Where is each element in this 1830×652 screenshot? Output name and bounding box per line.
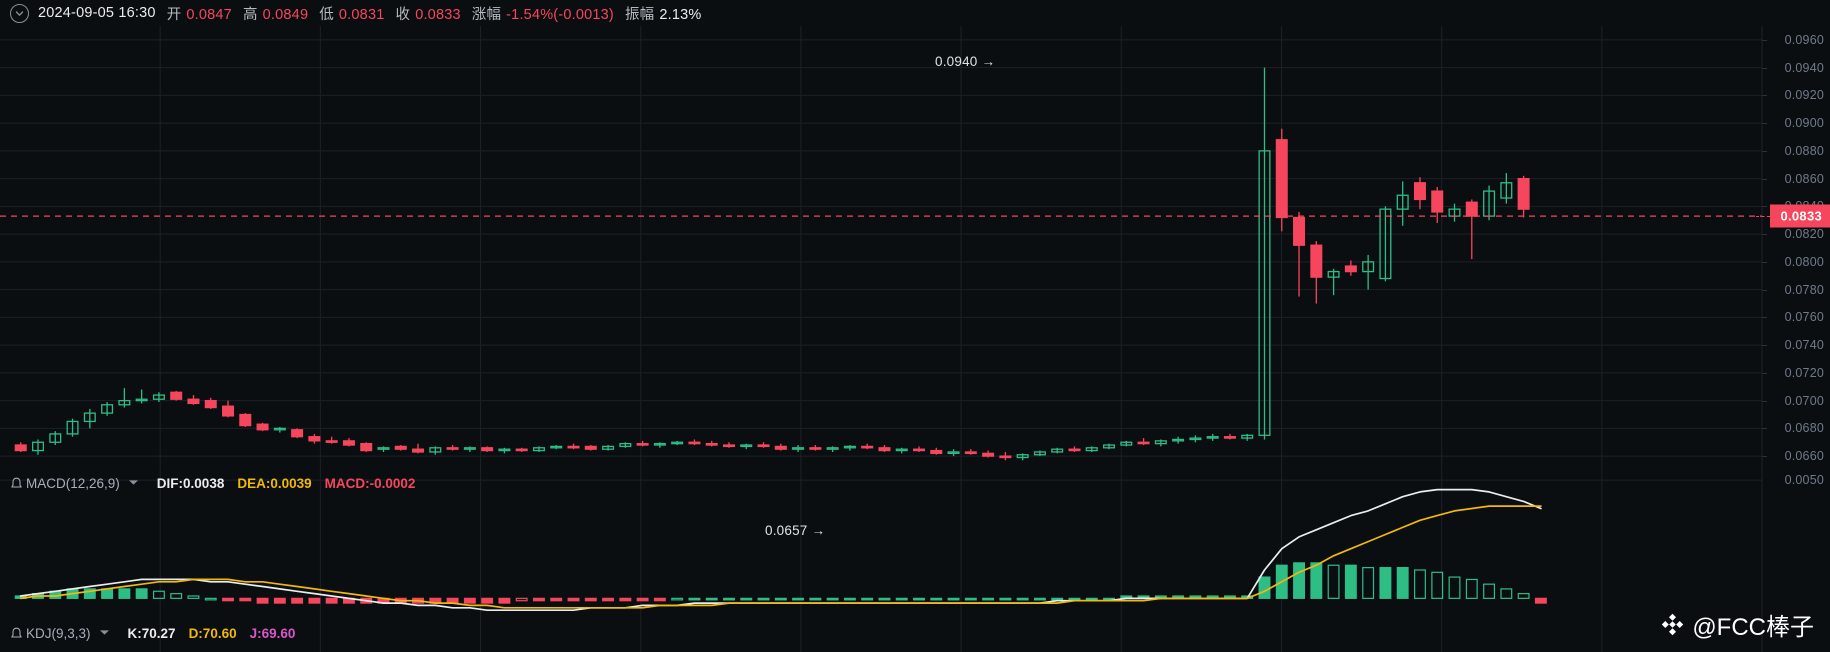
- kdj-indicator-legend[interactable]: KDJ(9,3,3) K:70.27 D:70.60 J:69.60: [10, 626, 308, 641]
- macd-dif-value: DIF:0.0038: [156, 476, 225, 491]
- price-axis-tick: [1762, 95, 1767, 97]
- price-axis-tick: [1762, 345, 1767, 347]
- watermark-text: @FCC棒子: [1692, 614, 1814, 641]
- low-price-annotation: 0.0657 →: [765, 523, 826, 538]
- chevron-down-icon[interactable]: [99, 629, 110, 638]
- macd-hist-value: MACD:-0.0002: [324, 476, 416, 491]
- price-axis-tick: [1762, 150, 1767, 152]
- high-price-annotation: 0.0940 →: [935, 54, 996, 69]
- bell-icon[interactable]: [10, 627, 23, 641]
- ohlc-close: 收 0.0833: [395, 3, 460, 24]
- bell-icon[interactable]: [10, 477, 23, 491]
- price-axis-tick: [1762, 261, 1767, 263]
- price-axis-tick: [1762, 372, 1767, 374]
- candlestick-plot: [0, 26, 1763, 470]
- price-axis-label: 0.0780: [1784, 282, 1824, 297]
- open-label: 开: [166, 6, 182, 23]
- macd-plot: [0, 470, 1763, 622]
- price-axis-label: 0.0680: [1784, 421, 1824, 436]
- price-axis-label: 0.0960: [1784, 32, 1824, 47]
- price-axis-tick: [1762, 206, 1767, 208]
- price-axis-tick: [1762, 178, 1767, 180]
- chevron-down-icon[interactable]: [128, 479, 139, 488]
- amplitude-value: 2.13%: [659, 6, 702, 23]
- price-axis-label: 0.0720: [1784, 365, 1824, 380]
- kdj-plot: [159, 622, 1763, 652]
- watermark: @FCC棒子: [1660, 607, 1814, 642]
- macd-indicator-name[interactable]: MACD(12,26,9): [26, 476, 120, 491]
- price-chart-pane[interactable]: [0, 26, 1763, 470]
- ohlc-amplitude: 振幅 2.13%: [625, 3, 702, 24]
- macd-indicator-legend[interactable]: MACD(12,26,9) DIF:0.0038 DEA:0.0039 MACD…: [10, 476, 428, 491]
- kdj-indicator-name[interactable]: KDJ(9,3,3): [26, 626, 91, 641]
- amplitude-label: 振幅: [624, 6, 655, 23]
- ohlc-header-bar: 2024-09-05 16:30 开 0.0847 高 0.0849 低 0.0…: [0, 0, 1830, 26]
- price-axis-label: 0.0920: [1784, 88, 1824, 103]
- macd-axis-label: 0.0050: [1784, 473, 1824, 488]
- price-axis-label: 0.0900: [1784, 116, 1824, 131]
- price-axis-label: 0.0860: [1784, 171, 1824, 186]
- macd-dea-value: DEA:0.0039: [237, 476, 312, 491]
- high-value: 0.0849: [262, 6, 309, 23]
- close-label: 收: [395, 6, 411, 23]
- datetime-text: 2024-09-05 16:30: [38, 5, 156, 21]
- price-axis-tick: [1762, 289, 1767, 291]
- price-axis-tick: [1762, 317, 1767, 319]
- ohlc-high: 高 0.0849: [243, 3, 308, 24]
- current-price-tick: [1756, 216, 1770, 218]
- low-value: 0.0831: [338, 6, 385, 23]
- price-axis-tick: [1762, 39, 1767, 41]
- circle-chevron-down-icon[interactable]: [10, 3, 29, 23]
- ohlc-low: 低 0.0831: [319, 3, 384, 24]
- price-axis-tick: [1762, 456, 1767, 458]
- kdj-chart-pane[interactable]: [0, 622, 1763, 652]
- change-value: -1.54%(-0.0013): [506, 6, 614, 23]
- price-axis-tick: [1762, 400, 1767, 402]
- high-label: 高: [242, 6, 258, 23]
- price-axis-label: 0.0820: [1784, 227, 1824, 242]
- kdj-k-value: K:70.27: [127, 626, 176, 641]
- price-axis-tick: [1762, 67, 1767, 69]
- binance-diamond-icon: [1660, 612, 1685, 637]
- low-label: 低: [319, 6, 334, 23]
- price-axis-label: 0.0800: [1784, 254, 1824, 269]
- ohlc-open: 开 0.0847: [167, 3, 232, 24]
- price-axis-label: 0.0880: [1784, 143, 1824, 158]
- change-label: 涨幅: [471, 6, 502, 23]
- price-axis-label: 0.0760: [1784, 310, 1824, 325]
- price-axis-label: 0.0700: [1784, 393, 1824, 408]
- price-axis-label: 0.0660: [1784, 449, 1824, 464]
- close-value: 0.0833: [415, 6, 461, 23]
- macd-chart-pane[interactable]: [0, 470, 1763, 622]
- price-axis-tick: [1762, 234, 1767, 236]
- price-axis-tick: [1762, 428, 1767, 430]
- kdj-d-value: D:70.60: [188, 626, 237, 641]
- kdj-j-value: J:69.60: [249, 626, 296, 641]
- price-axis-label: 0.0940: [1784, 60, 1824, 75]
- ohlc-datetime: 2024-09-05 16:30: [38, 5, 156, 21]
- open-value: 0.0847: [186, 6, 232, 23]
- price-axis[interactable]: 0.0960 0.0940 0.0920 0.0900 0.0880 0.0860 0.08…: [1756, 0, 1830, 652]
- ohlc-change: 涨幅 -1.54%(-0.0013): [472, 3, 614, 24]
- current-price-badge[interactable]: 0.0833: [1770, 204, 1830, 228]
- price-axis-tick: [1762, 123, 1767, 125]
- price-axis-label: 0.0740: [1784, 338, 1824, 353]
